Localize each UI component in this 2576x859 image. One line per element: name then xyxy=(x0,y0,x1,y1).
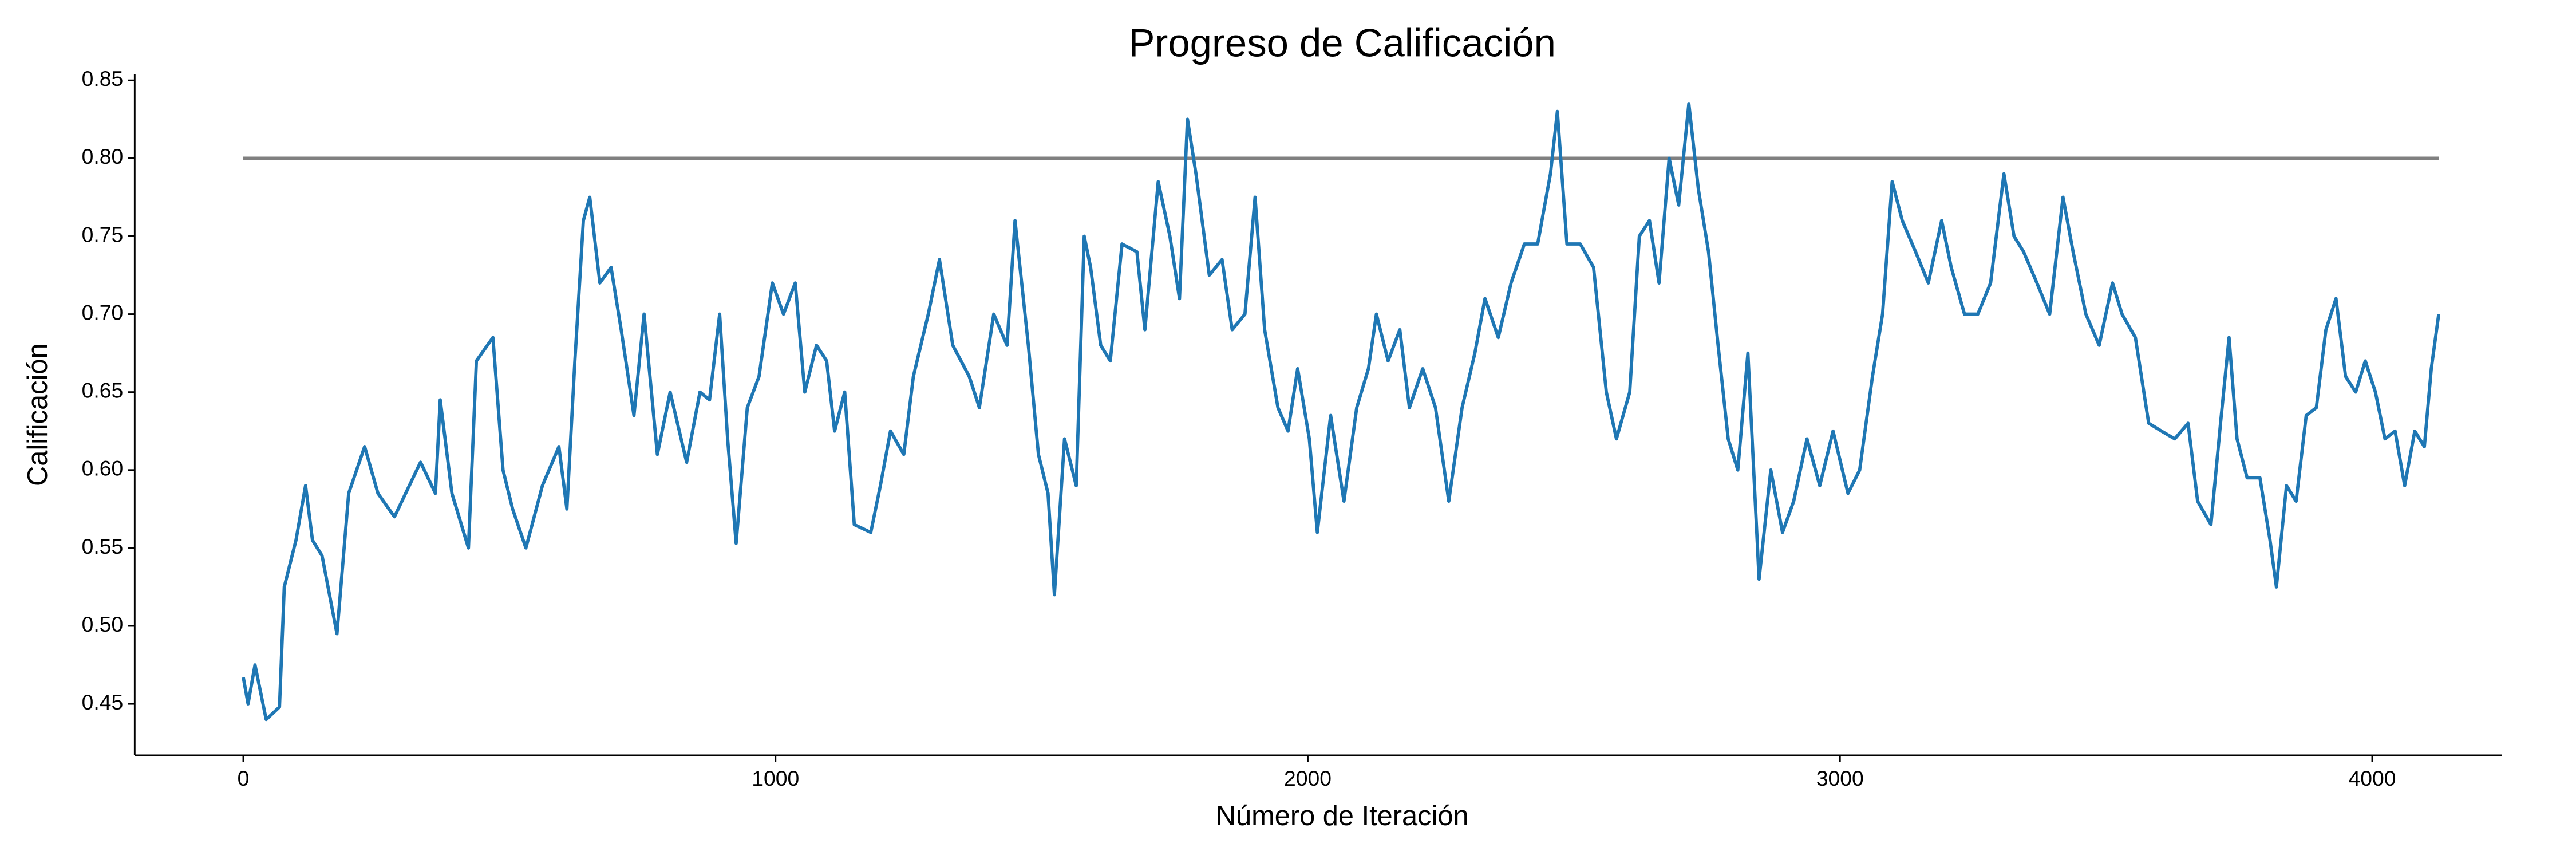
chart-title: Progreso de Calificación xyxy=(1129,21,1556,65)
y-tick-label: 0.75 xyxy=(82,222,124,246)
x-tick-label: 2000 xyxy=(1284,766,1332,790)
y-tick-label: 0.60 xyxy=(82,456,124,480)
y-tick-label: 0.65 xyxy=(82,379,124,403)
y-tick-label: 0.45 xyxy=(82,690,124,714)
x-tick-label: 1000 xyxy=(752,766,799,790)
x-tick-label: 4000 xyxy=(2348,766,2396,790)
x-tick-label: 3000 xyxy=(1816,766,1864,790)
y-tick-label: 0.55 xyxy=(82,534,124,558)
x-axis-label: Número de Iteración xyxy=(1216,801,1469,832)
y-tick-label: 0.85 xyxy=(82,66,124,90)
y-tick-label: 0.70 xyxy=(82,300,124,324)
series-line xyxy=(242,102,2441,722)
y-tick-label: 0.80 xyxy=(82,144,124,168)
y-tick-label: 0.50 xyxy=(82,612,124,636)
y-axis-label: Calificación xyxy=(22,343,53,486)
x-tick-label: 0 xyxy=(238,766,250,790)
